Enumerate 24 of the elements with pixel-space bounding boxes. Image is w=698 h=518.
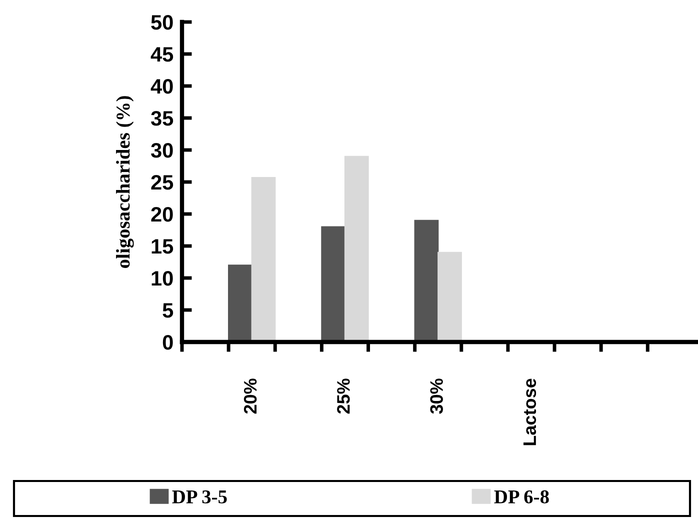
bar	[438, 252, 462, 342]
y-tick-label: 5	[162, 303, 174, 318]
y-axis-title: oligosaccharides (%)	[116, 96, 134, 268]
legend-label: DP 3-5	[172, 490, 227, 504]
y-tick-label: 40	[150, 79, 173, 94]
bar	[251, 176, 276, 342]
y-tick-label: 25	[151, 175, 174, 190]
y-tick-label: 50	[151, 15, 173, 30]
y-tick-label: 45	[150, 47, 174, 62]
bar	[228, 264, 252, 342]
legend-label: DP 6-8	[494, 490, 549, 504]
y-tick-label: 30	[150, 143, 173, 158]
y-tick-label: 15	[152, 239, 174, 254]
x-tick-label: 20%	[244, 378, 257, 414]
x-tick-label: Lactose	[523, 378, 536, 446]
bar	[344, 156, 369, 342]
x-tick-label: 25%	[337, 378, 350, 414]
y-tick-label: 35	[150, 111, 174, 126]
y-tick-label: 10	[152, 271, 173, 286]
x-tick-label: 30%	[430, 378, 443, 414]
bar	[321, 226, 346, 342]
y-tick-label: 20	[151, 207, 173, 222]
y-tick-label: 0	[162, 335, 173, 350]
bar	[414, 220, 439, 342]
